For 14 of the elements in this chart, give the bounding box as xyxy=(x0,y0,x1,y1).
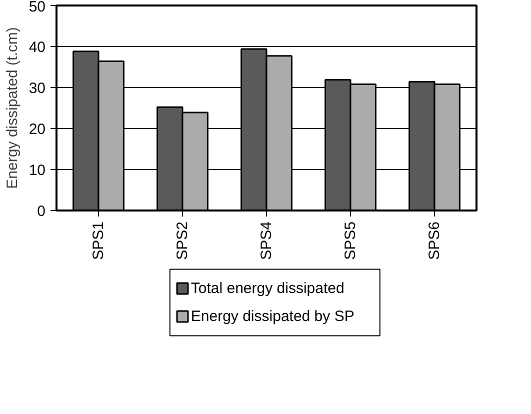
y-tick-label: 30 xyxy=(28,80,46,97)
x-tick-label: SPS6 xyxy=(426,222,443,260)
y-tick-label: 0 xyxy=(37,203,46,220)
x-tick-label: SPS4 xyxy=(258,222,275,260)
x-tick-label: SPS5 xyxy=(342,222,359,260)
legend-label: Total energy dissipated xyxy=(190,280,344,297)
y-tick-label: 40 xyxy=(28,39,46,56)
y-axis-title: Energy dissipated (t.cm) xyxy=(4,27,21,189)
y-tick-label: 50 xyxy=(28,0,46,16)
y-tick-label: 20 xyxy=(28,121,46,138)
legend-label: Energy dissipated by SP xyxy=(190,308,354,325)
x-tick-label: SPS1 xyxy=(90,222,107,260)
y-tick-label: 10 xyxy=(28,162,46,179)
x-tick-label: SPS2 xyxy=(174,222,191,260)
